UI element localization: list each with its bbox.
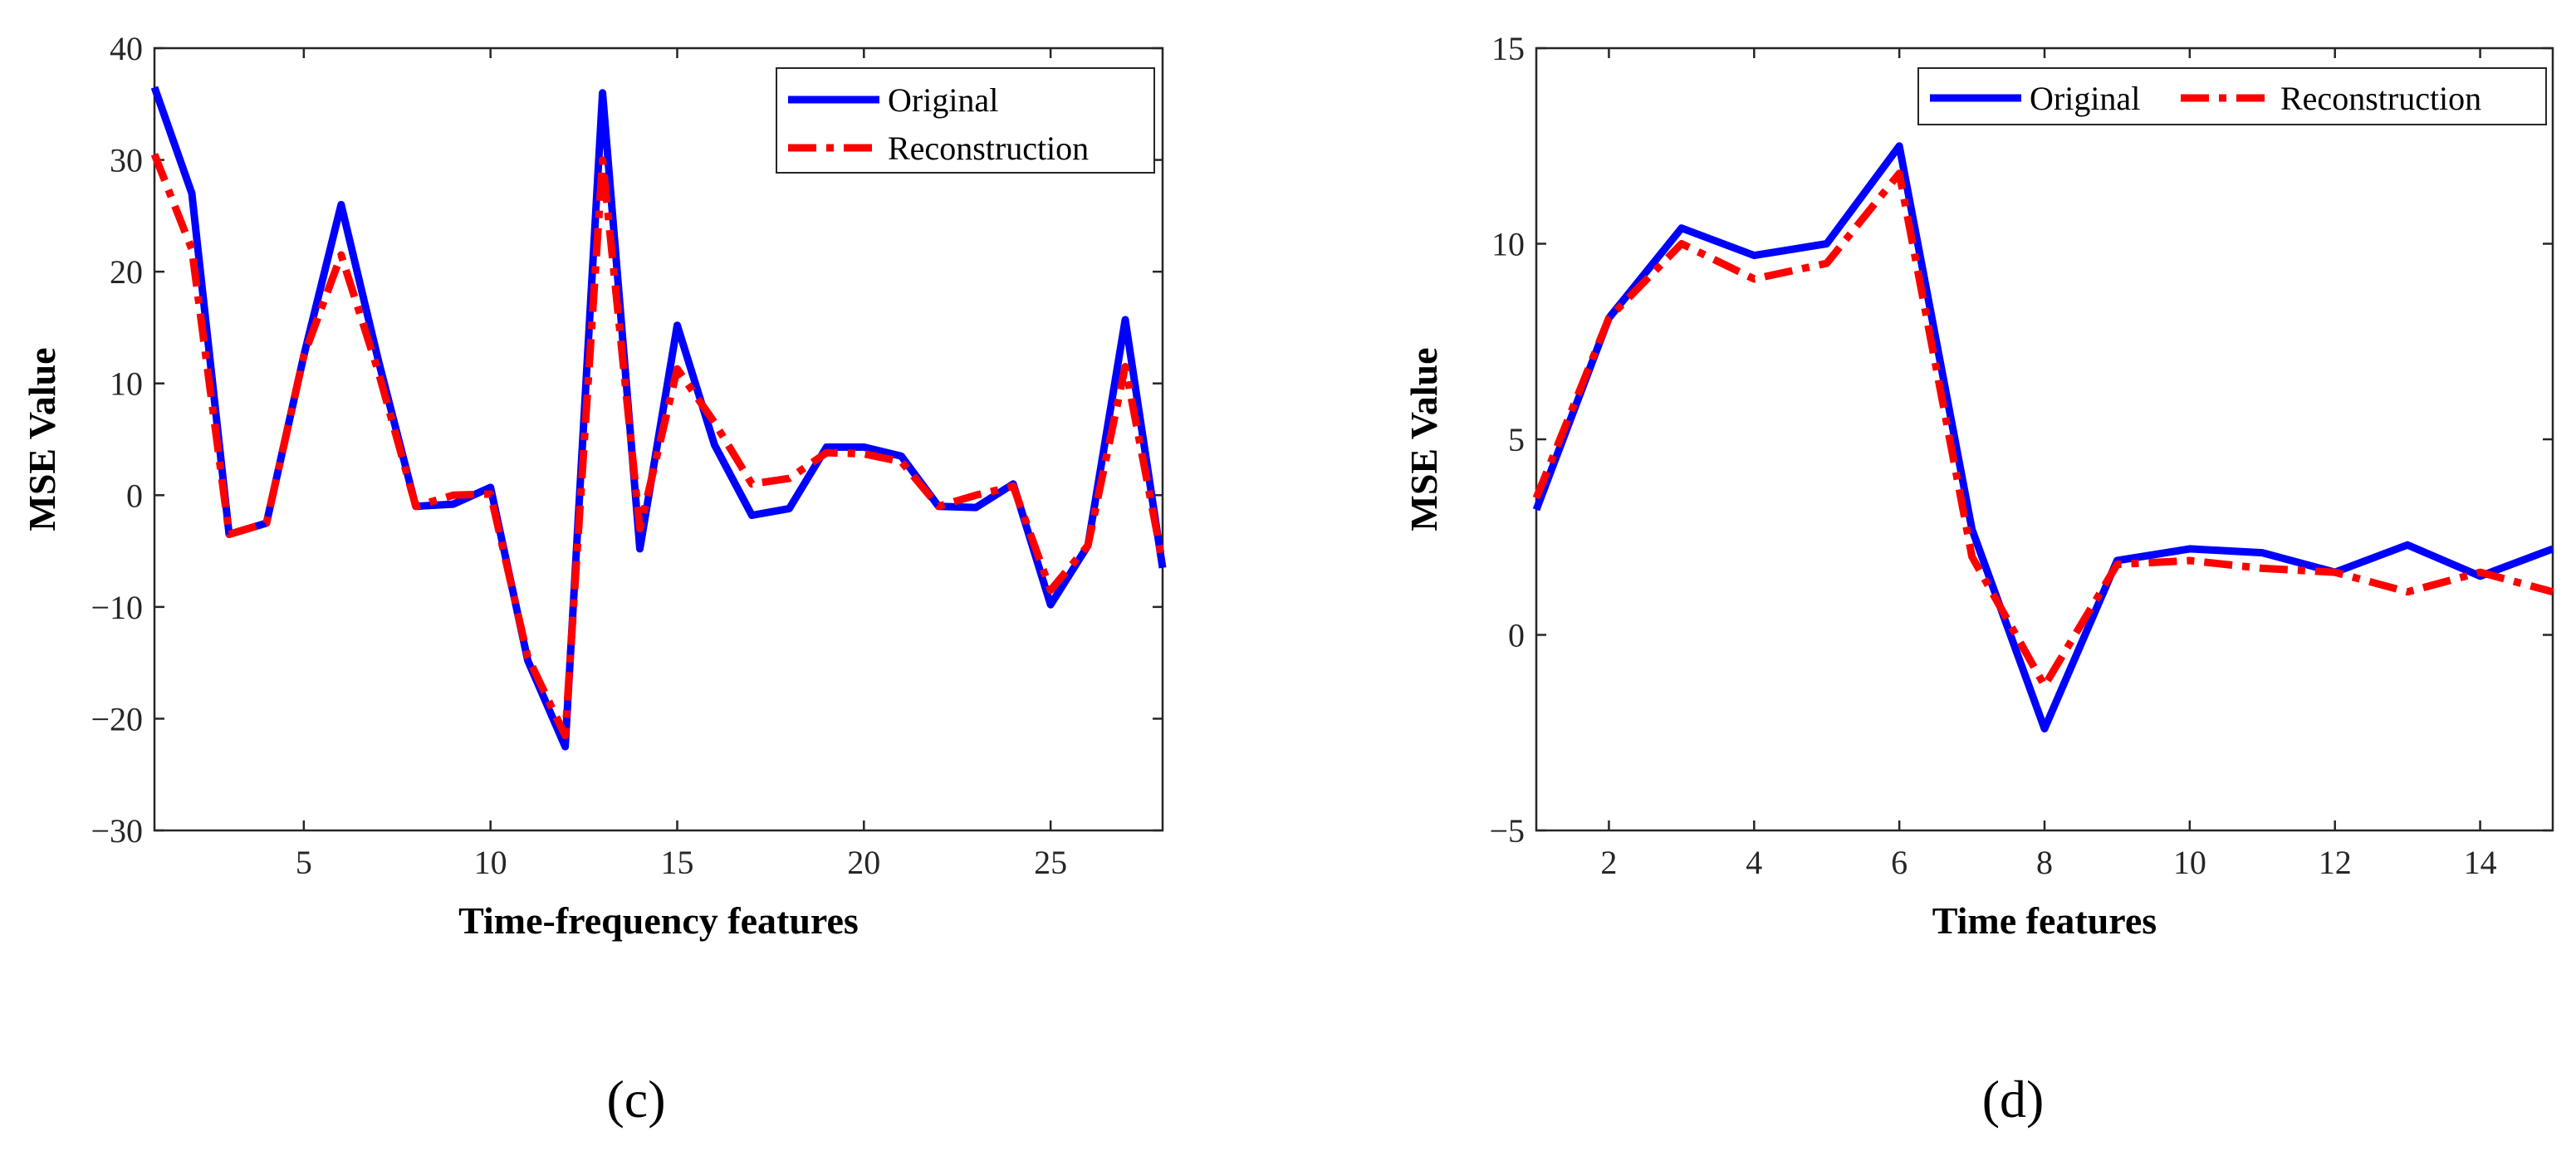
series-line-reconstruction	[1532, 169, 2554, 690]
x-tick-label: 20	[847, 844, 880, 881]
legend-label-original: Original	[2030, 80, 2140, 117]
x-tick-label: 2	[1600, 844, 1617, 881]
legend-label-reconstruction: Reconstruction	[2280, 80, 2481, 117]
panel-label: (d)	[1982, 1070, 2045, 1129]
x-tick-label: 10	[2173, 844, 2206, 881]
x-tick-label: 15	[660, 844, 693, 881]
panel-label: (c)	[606, 1070, 665, 1129]
y-tick-label: 15	[1491, 30, 1525, 67]
x-axis-label: Time-frequency features	[458, 899, 859, 942]
y-tick-label: −20	[91, 700, 143, 737]
y-tick-label: −30	[91, 812, 143, 850]
x-tick-label: 25	[1034, 844, 1067, 881]
x-axis-label: Time features	[1932, 899, 2157, 942]
y-tick-label: 0	[1508, 617, 1525, 654]
legend-label-reconstruction: Reconstruction	[888, 130, 1089, 167]
x-tick-label: 5	[296, 844, 312, 881]
y-tick-label: 0	[126, 477, 143, 514]
legend: Original Reconstruction	[1917, 67, 2547, 125]
x-tick-label: 8	[2036, 844, 2053, 881]
y-tick-label: 5	[1508, 421, 1525, 458]
x-tick-label: 10	[474, 844, 507, 881]
x-tick-label: 12	[2319, 844, 2352, 881]
y-tick-label: 20	[110, 253, 143, 291]
plot-area	[1535, 47, 2554, 832]
legend-box	[1917, 67, 2547, 125]
legend-box	[776, 67, 1155, 174]
y-tick-label: −10	[91, 589, 143, 626]
y-tick-label: 30	[110, 142, 143, 179]
chart-panel-d: −5 0 5 10 15 2 4 6 8 10 12 14 Time features MSE Value…	[1403, 30, 2554, 1129]
series-line-original	[1532, 142, 2554, 732]
y-tick-label: 10	[1491, 226, 1525, 263]
chart-panel-c: −30 −20 −10 0 10 20 30 40 5 10 15 20 25 Time-frequenc…	[21, 30, 1167, 1129]
y-tick-label: 10	[110, 365, 143, 403]
legend: Original Reconstruction	[776, 67, 1155, 174]
x-tick-label: 6	[1891, 844, 1908, 881]
y-tick-label: 40	[110, 30, 143, 67]
y-tick-label: −5	[1489, 812, 1525, 850]
y-axis-label: MSE Value	[21, 347, 63, 531]
series-line-reconstruction	[150, 153, 1167, 740]
legend-label-original: Original	[888, 81, 998, 119]
x-tick-label: 4	[1746, 844, 1762, 881]
y-axis-label: MSE Value	[1403, 347, 1445, 531]
x-tick-label: 14	[2464, 844, 2497, 881]
